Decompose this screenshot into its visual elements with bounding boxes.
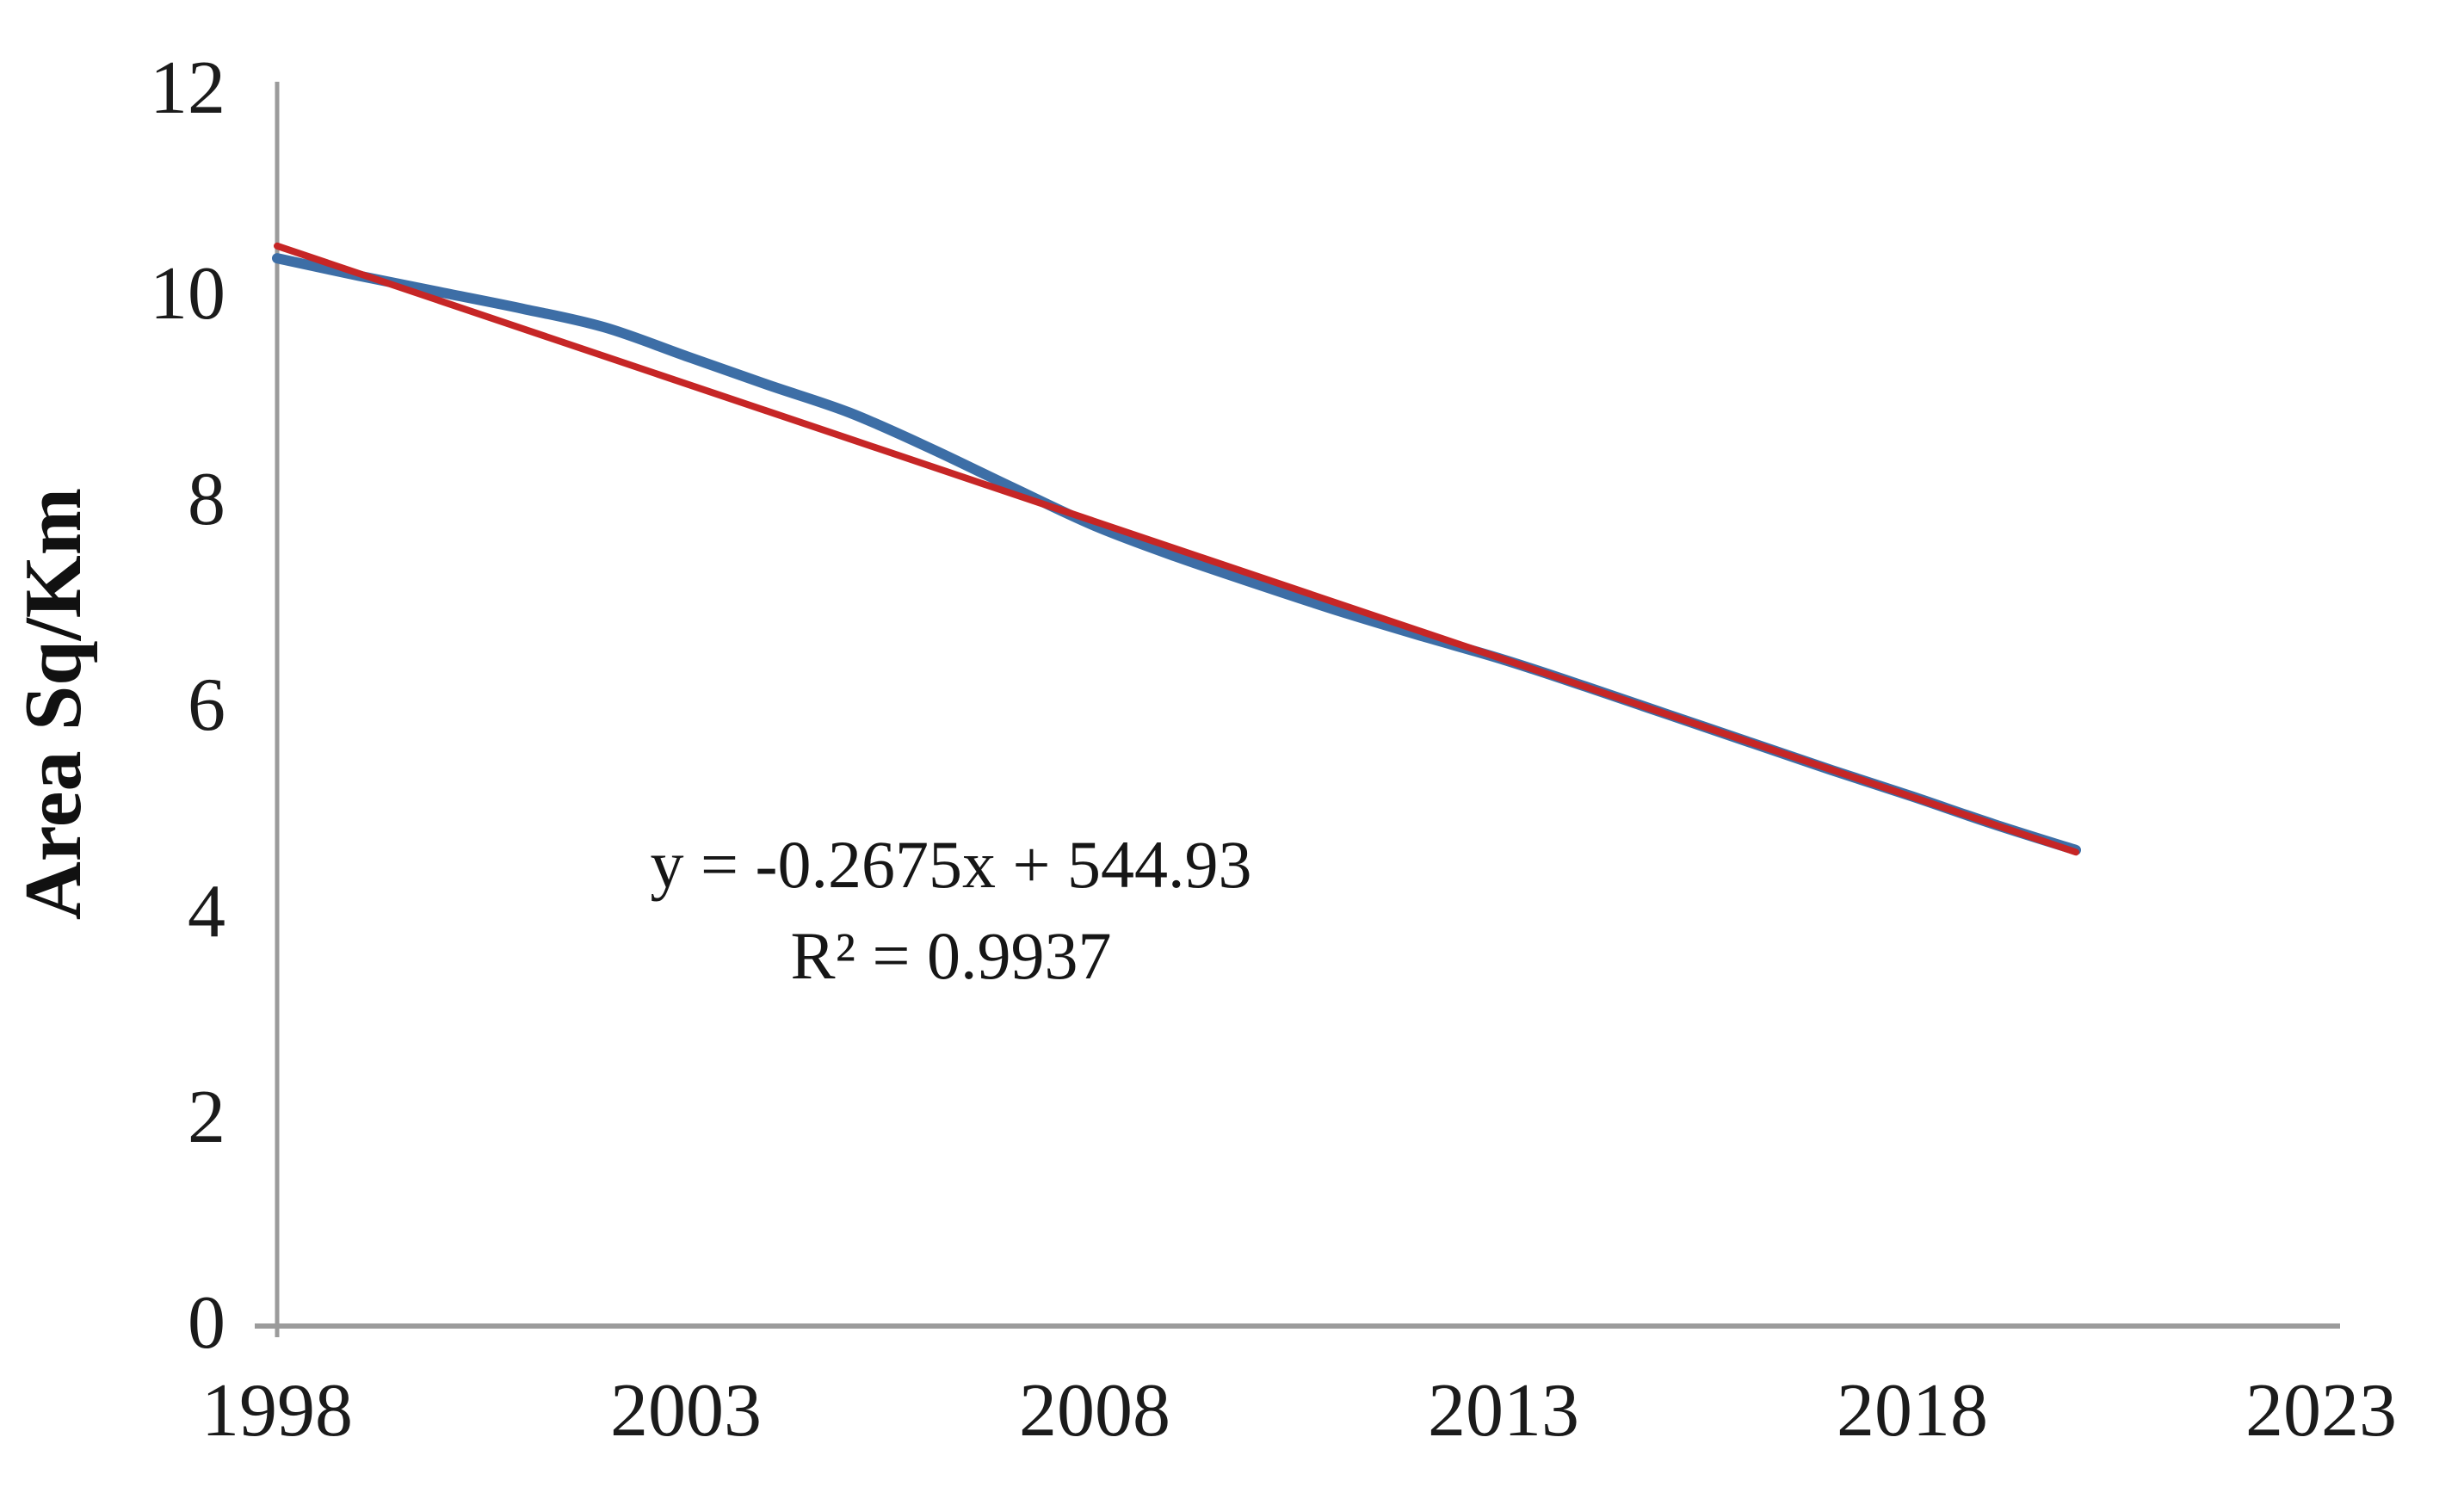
y-tick-label: 12 xyxy=(150,46,225,130)
trendline-equation: y = -0.2675x + 544.93 xyxy=(650,827,1252,902)
trendline-annotation: y = -0.2675x + 544.93 R² = 0.9937 xyxy=(651,819,1252,1002)
y-tick-label: 6 xyxy=(188,663,225,748)
y-tick-label: 8 xyxy=(188,458,225,542)
y-tick-label: 10 xyxy=(150,252,225,336)
linear-trendline-line xyxy=(274,242,2079,856)
y-tick-label: 4 xyxy=(188,869,225,953)
x-tick-label: 1998 xyxy=(201,1369,353,1453)
x-tick-label: 2018 xyxy=(1837,1369,1988,1453)
r-squared-label: R² = 0.9937 xyxy=(790,918,1112,993)
y-axis-title: Area Sq/Km xyxy=(9,487,98,921)
x-tick-label: 2008 xyxy=(1019,1369,1170,1453)
y-tick-label: 0 xyxy=(188,1281,225,1365)
x-tick-label: 2003 xyxy=(610,1369,762,1453)
x-tick-label: 2013 xyxy=(1428,1369,1579,1453)
x-tick-label: 2023 xyxy=(2245,1369,2397,1453)
y-tick-label: 2 xyxy=(188,1075,225,1159)
